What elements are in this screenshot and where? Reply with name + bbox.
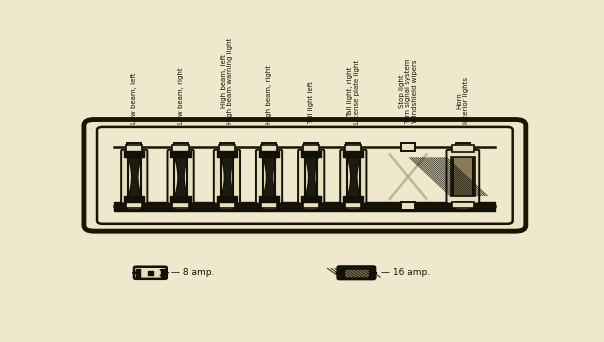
- FancyBboxPatch shape: [298, 150, 324, 203]
- FancyBboxPatch shape: [214, 150, 240, 203]
- Bar: [220, 202, 234, 210]
- Bar: [339, 267, 373, 278]
- Bar: [451, 157, 475, 196]
- Bar: [303, 145, 320, 152]
- Text: Low beam, left: Low beam, left: [131, 73, 137, 124]
- FancyBboxPatch shape: [84, 119, 526, 231]
- Text: High beam, left
High beam warning light: High beam, left High beam warning light: [220, 38, 233, 124]
- Bar: [173, 143, 188, 151]
- Bar: [126, 202, 143, 208]
- Bar: [451, 157, 475, 196]
- Bar: [345, 145, 361, 152]
- FancyBboxPatch shape: [121, 150, 147, 203]
- Bar: [173, 202, 188, 208]
- Bar: [452, 145, 474, 152]
- FancyBboxPatch shape: [134, 267, 167, 279]
- Bar: [127, 143, 141, 151]
- Bar: [346, 202, 361, 210]
- Bar: [261, 202, 277, 208]
- FancyBboxPatch shape: [340, 150, 367, 203]
- Bar: [219, 202, 235, 208]
- Text: — 16 amp.: — 16 amp.: [381, 268, 430, 277]
- Bar: [262, 143, 276, 151]
- Bar: [126, 145, 143, 152]
- FancyBboxPatch shape: [446, 150, 479, 203]
- Bar: [456, 143, 470, 151]
- Bar: [456, 202, 470, 210]
- Bar: [345, 202, 361, 208]
- Bar: [401, 143, 415, 151]
- FancyBboxPatch shape: [338, 266, 375, 279]
- Bar: [173, 145, 188, 152]
- Bar: [173, 202, 188, 210]
- Bar: [127, 202, 141, 210]
- Text: — 8 amp.: — 8 amp.: [171, 268, 214, 277]
- Text: Stop light
Turn signal system
Windshield wipers: Stop light Turn signal system Windshield…: [399, 58, 417, 124]
- Bar: [346, 143, 361, 151]
- Text: Low beam, right: Low beam, right: [178, 67, 184, 124]
- Bar: [114, 202, 495, 211]
- Bar: [303, 202, 320, 208]
- Bar: [261, 145, 277, 152]
- Text: Horn
Interior lights: Horn Interior lights: [457, 77, 469, 124]
- Bar: [452, 202, 474, 208]
- Text: Tail light, right
License plate light: Tail light, right License plate light: [347, 60, 359, 124]
- FancyBboxPatch shape: [167, 150, 194, 203]
- Bar: [401, 202, 415, 210]
- Bar: [262, 202, 276, 210]
- Text: High beam, right: High beam, right: [266, 65, 272, 124]
- FancyBboxPatch shape: [97, 127, 513, 224]
- Bar: [219, 145, 235, 152]
- Bar: [220, 143, 234, 151]
- Bar: [304, 202, 318, 210]
- Text: Tail light left: Tail light left: [308, 81, 314, 124]
- Bar: [304, 143, 318, 151]
- FancyBboxPatch shape: [256, 150, 282, 203]
